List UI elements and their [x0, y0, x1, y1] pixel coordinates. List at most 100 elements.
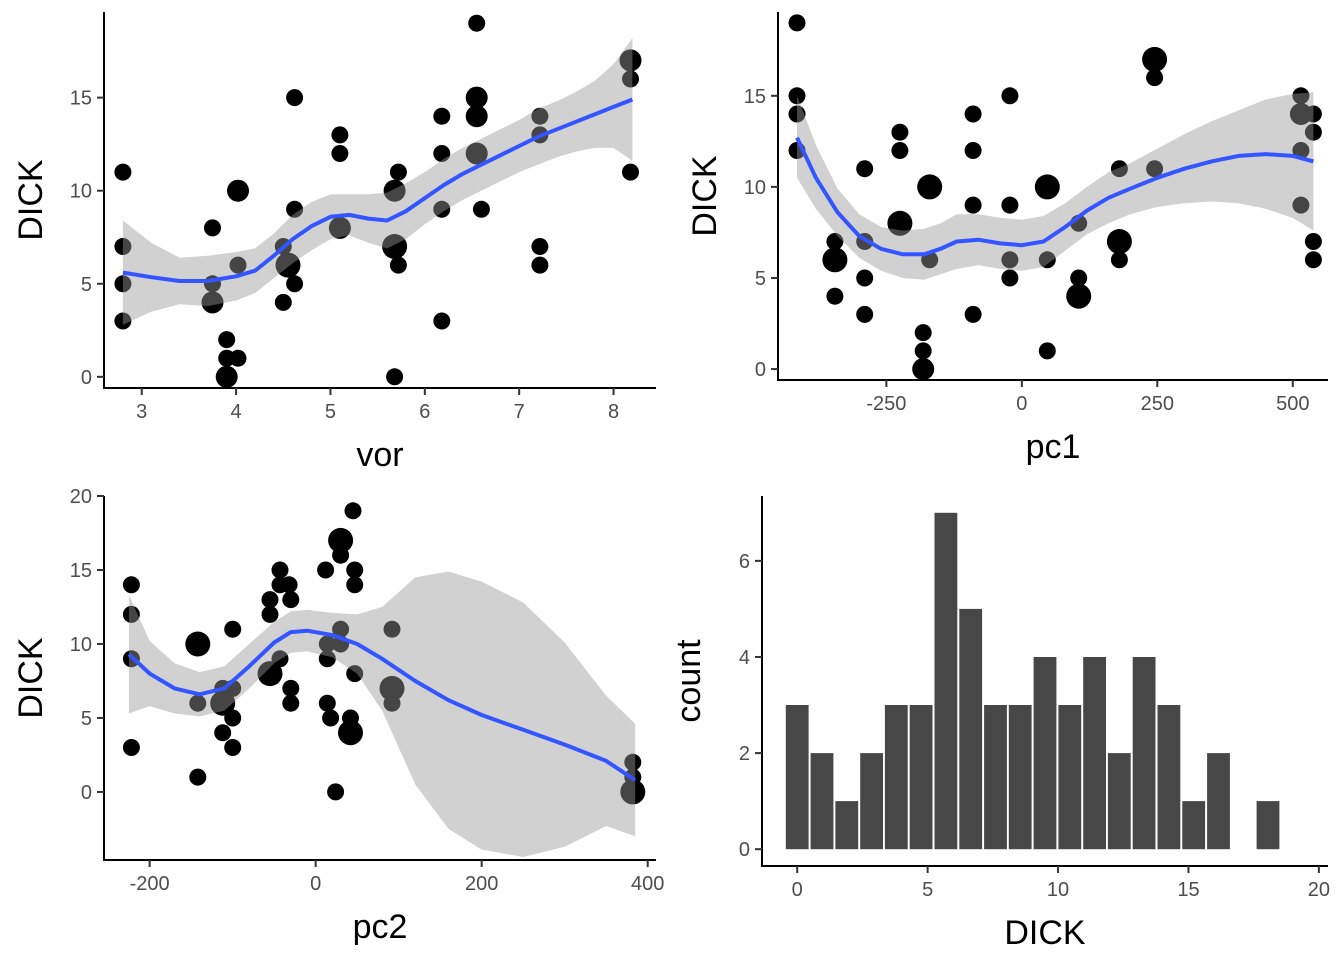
data-point [788, 14, 806, 32]
y-axis-title: DICK [12, 159, 50, 241]
data-point [224, 739, 242, 756]
data-point [964, 305, 982, 323]
data-point [465, 86, 488, 109]
data-point [620, 779, 646, 805]
y-tick-label: 10 [70, 634, 92, 656]
data-point [286, 275, 304, 293]
histogram-bar [1157, 705, 1181, 850]
x-tick-label: 4 [231, 401, 242, 423]
data-point [282, 694, 300, 712]
confidence-band [128, 571, 636, 857]
data-point [531, 107, 549, 125]
histogram-bar [1083, 657, 1106, 850]
data-point [332, 546, 350, 564]
data-point [229, 349, 247, 367]
data-point [346, 665, 364, 683]
y-tick-label: 5 [755, 268, 766, 290]
y-tick-label: 0 [755, 359, 766, 381]
data-point [224, 620, 242, 638]
data-point [914, 324, 932, 342]
data-point [1034, 174, 1060, 200]
x-tick-label: 500 [1276, 393, 1309, 415]
panel-vor-scatter: 3 4 5 6 7 8 0 5 10 15 vor DICK [12, 12, 656, 474]
y-tick-label: 15 [70, 88, 92, 110]
data-point [257, 661, 283, 687]
data-point [282, 679, 300, 697]
smooth-line [122, 97, 634, 283]
data-point [891, 142, 909, 159]
data-point [1146, 160, 1164, 178]
x-tick-label: 3 [136, 401, 147, 423]
data-point [622, 163, 639, 181]
data-point [389, 256, 407, 274]
data-point [201, 291, 224, 314]
histogram-bar [1132, 657, 1156, 850]
x-axis-title: vor [356, 436, 403, 474]
data-point [1304, 251, 1322, 269]
data-point [261, 605, 279, 623]
data-point [1038, 342, 1056, 360]
data-point [114, 238, 132, 255]
data-point [261, 591, 279, 609]
x-tick-label: -200 [130, 873, 170, 895]
data-point [1001, 269, 1019, 287]
data-point [346, 576, 364, 594]
data-point [383, 694, 401, 712]
x-tick-label: 0 [1016, 393, 1027, 415]
data-point [282, 591, 300, 609]
x-tick-label: 15 [1177, 879, 1199, 901]
y-tick-label: 15 [744, 86, 766, 108]
smooth-line [795, 136, 1314, 257]
x-tick-label: 250 [1141, 393, 1174, 415]
data-point [619, 49, 642, 72]
data-point [1001, 251, 1019, 269]
y-tick-label: 15 [70, 560, 92, 582]
y-tick-label: 0 [739, 839, 750, 861]
data-point [1146, 69, 1164, 87]
data-point [1304, 105, 1322, 123]
x-tick-label: 5 [922, 879, 933, 901]
x-axis-title: pc1 [1026, 428, 1081, 466]
histogram-bar [785, 705, 809, 850]
histogram-bar [835, 801, 859, 850]
data-point [788, 105, 806, 123]
x-tick-label: 6 [419, 401, 430, 423]
data-point [917, 174, 943, 200]
confidence-band [122, 38, 633, 325]
y-tick-label: 0 [81, 367, 92, 389]
x-tick-label: 10 [1047, 879, 1069, 901]
data-point [389, 163, 407, 181]
data-point [468, 14, 486, 32]
data-point [624, 753, 642, 771]
data-point [1292, 142, 1310, 159]
data-point [788, 87, 806, 105]
data-point [1304, 123, 1322, 141]
data-point [318, 650, 336, 668]
data-point [1038, 251, 1056, 269]
data-point [379, 675, 405, 701]
histogram-bar [1033, 657, 1057, 850]
data-point [531, 238, 549, 255]
data-point [1070, 269, 1088, 287]
histogram-bar [810, 753, 834, 850]
x-tick-label: 200 [465, 873, 498, 895]
data-point [822, 247, 848, 273]
data-point [856, 160, 874, 178]
data-point [1066, 283, 1092, 309]
y-tick-label: 10 [744, 177, 766, 199]
y-axis-title: DICK [686, 155, 724, 237]
data-point [214, 724, 232, 742]
data-point [465, 142, 488, 165]
panel-pc1-scatter: -250 0 250 500 0 5 10 15 pc1 DICK [686, 12, 1328, 466]
data-point [826, 233, 844, 250]
data-point [328, 527, 354, 553]
y-tick-label: 2 [739, 743, 750, 765]
data-point [114, 163, 132, 181]
histogram-bar [1207, 753, 1230, 850]
data-point [856, 269, 874, 287]
y-tick-label: 6 [739, 551, 750, 573]
y-tick-label: 5 [81, 708, 92, 730]
data-point [386, 368, 404, 386]
x-axis-title: DICK [1004, 914, 1086, 952]
data-point [914, 342, 932, 360]
